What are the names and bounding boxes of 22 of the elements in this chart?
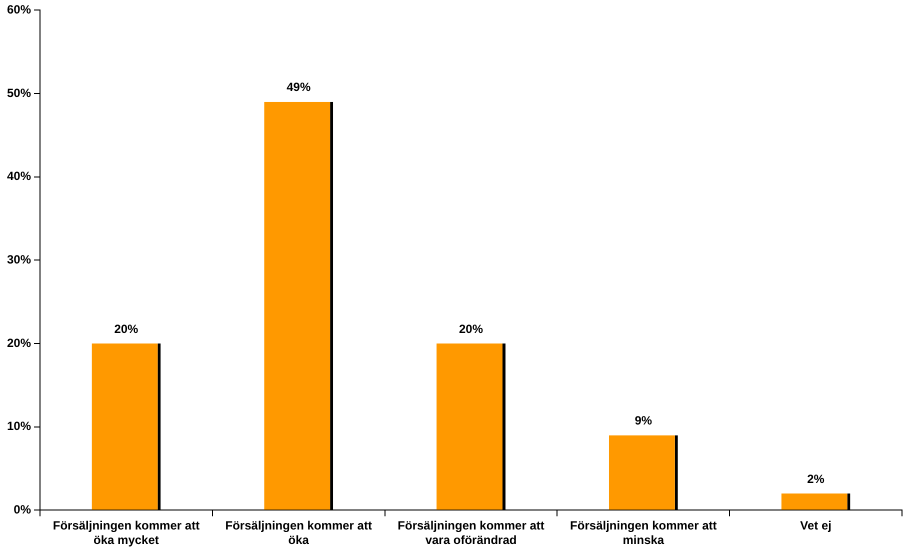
y-tick-label: 60% [6, 2, 32, 17]
x-tick-label: Försäljningen kommer att minska [570, 518, 717, 548]
x-tick-label: Vet ej [800, 518, 832, 533]
x-tick-label: Försäljningen kommer att vara oförändrad [398, 518, 544, 548]
x-tick-label: Försäljningen kommer att öka mycket [52, 518, 200, 548]
data-label: 2% [807, 472, 825, 486]
y-tick-label: 0% [14, 502, 32, 517]
data-label: 9% [634, 414, 652, 428]
bar [436, 344, 502, 510]
y-tick-label: 50% [6, 86, 32, 100]
y-tick-label: 30% [6, 252, 32, 267]
y-tick-label: 20% [6, 336, 32, 350]
x-tick-label: Försäljningen kommer att öka [225, 518, 372, 548]
y-tick-label: 10% [6, 419, 32, 434]
bar [608, 435, 675, 510]
data-label: 20% [114, 322, 139, 336]
bar [92, 344, 158, 510]
data-label: 49% [286, 80, 311, 94]
bar [264, 102, 330, 510]
data-label: 20% [458, 322, 484, 336]
y-tick-label: 40% [6, 169, 32, 184]
bar [781, 494, 848, 510]
